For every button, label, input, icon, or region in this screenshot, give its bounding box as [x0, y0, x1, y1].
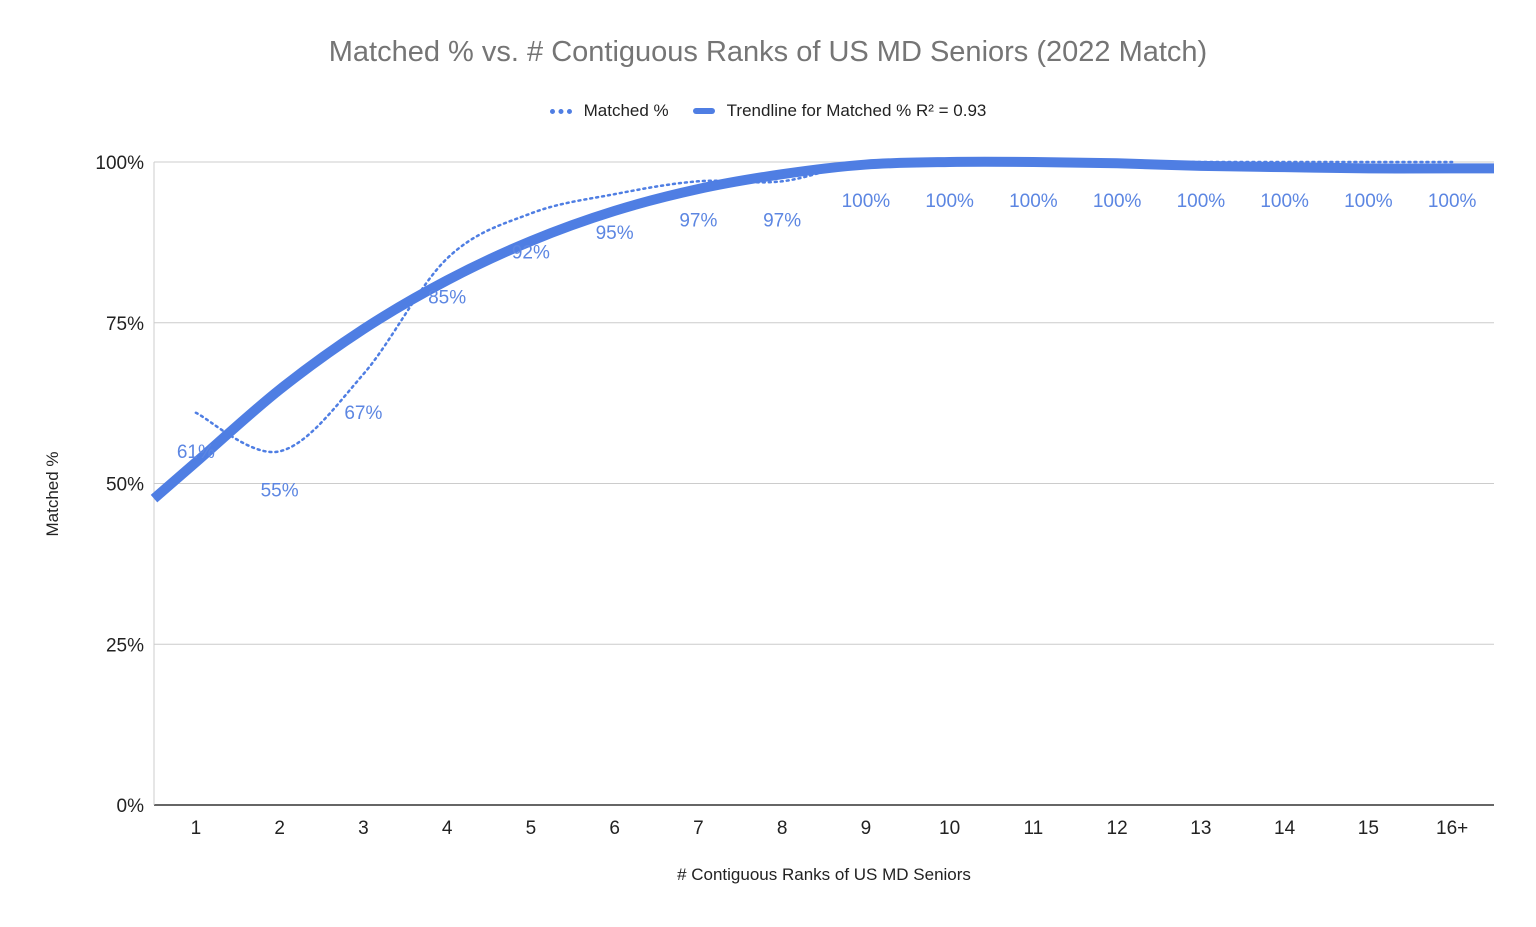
data-label: 95%: [596, 223, 634, 244]
legend: Matched % Trendline for Matched % R² = 0…: [0, 101, 1536, 121]
data-label: 100%: [842, 191, 891, 212]
legend-item-trendline[interactable]: Trendline for Matched % R² = 0.93: [692, 101, 987, 121]
data-label: 100%: [1093, 191, 1142, 212]
data-label: 100%: [1344, 191, 1393, 212]
data-label: 85%: [428, 287, 466, 308]
matched-data-point[interactable]: [780, 179, 784, 183]
matched-data-point[interactable]: [613, 192, 617, 196]
grid: [153, 161, 1494, 806]
legend-label-matched: Matched %: [583, 101, 669, 120]
matched-data-point[interactable]: [361, 372, 365, 376]
matched-series-line: [194, 159, 1454, 454]
data-label: 97%: [679, 210, 717, 231]
legend-swatch-solid: [692, 108, 715, 114]
legend-swatch-dotted: [549, 108, 572, 114]
x-tick-label: 7: [693, 818, 704, 839]
legend-label-trendline: Trendline for Matched % R² = 0.93: [726, 101, 987, 120]
trendline-series: [150, 156, 1494, 503]
data-label: 100%: [925, 191, 974, 212]
matched-data-point[interactable]: [948, 160, 952, 164]
x-tick-label: 9: [861, 818, 872, 839]
x-tick-label: 14: [1274, 818, 1296, 839]
y-tick-label: 75%: [106, 314, 144, 335]
y-tick-label: 0%: [117, 796, 145, 817]
x-axis-title: # Contiguous Ranks of US MD Seniors: [677, 865, 971, 884]
matched-data-point[interactable]: [1450, 160, 1454, 164]
matched-data-point[interactable]: [1366, 160, 1370, 164]
data-label: 100%: [1428, 191, 1477, 212]
matched-data-point[interactable]: [1031, 160, 1035, 164]
y-axis-ticks: 0% 25% 50% 75% 100%: [95, 153, 144, 817]
series-layer: [150, 156, 1494, 503]
x-tick-label: 8: [777, 818, 788, 839]
data-label: 92%: [512, 242, 550, 263]
x-tick-label: 15: [1358, 818, 1379, 839]
data-label: 67%: [344, 403, 382, 424]
matched-data-point[interactable]: [1115, 160, 1119, 164]
x-tick-label: 11: [1024, 818, 1044, 839]
x-tick-label: 10: [939, 818, 960, 839]
y-tick-label: 25%: [106, 635, 144, 656]
matched-data-point[interactable]: [864, 160, 868, 164]
data-label: 55%: [261, 480, 299, 501]
matched-data-point[interactable]: [696, 179, 700, 183]
chart-title: Matched % vs. # Contiguous Ranks of US M…: [328, 36, 1208, 68]
data-label: 100%: [1260, 191, 1309, 212]
x-tick-label: 13: [1190, 818, 1211, 839]
data-label: 61%: [177, 442, 215, 463]
matched-data-point[interactable]: [529, 211, 533, 215]
x-tick-label: 12: [1107, 818, 1128, 839]
data-label: 97%: [763, 210, 801, 231]
x-tick-label: 2: [274, 818, 285, 839]
x-axis-ticks: 1 2 3 4 5 6 7 8 9 10 11 12 13 14 15 16+: [191, 818, 1469, 839]
x-tick-label: 6: [609, 818, 620, 839]
x-tick-label: 16+: [1436, 818, 1468, 839]
x-tick-label: 1: [191, 818, 202, 839]
matched-data-point[interactable]: [278, 449, 282, 453]
y-axis-title: Matched %: [43, 451, 62, 536]
x-tick-label: 5: [526, 818, 537, 839]
x-tick-label: 4: [442, 818, 453, 839]
data-labels: 61% 55% 67% 85% 92% 95% 97% 97% 100% 100% 100% 100%…: [177, 191, 1477, 501]
matched-data-point[interactable]: [194, 411, 198, 415]
data-label: 100%: [1009, 191, 1058, 212]
y-tick-label: 50%: [106, 475, 144, 496]
x-tick-label: 3: [358, 818, 369, 839]
matched-data-point[interactable]: [445, 256, 449, 260]
data-label: 100%: [1177, 191, 1226, 212]
legend-item-matched[interactable]: Matched %: [549, 101, 669, 121]
matched-data-point[interactable]: [1283, 160, 1287, 164]
matched-data-point[interactable]: [1199, 160, 1203, 164]
y-tick-label: 100%: [95, 153, 144, 174]
